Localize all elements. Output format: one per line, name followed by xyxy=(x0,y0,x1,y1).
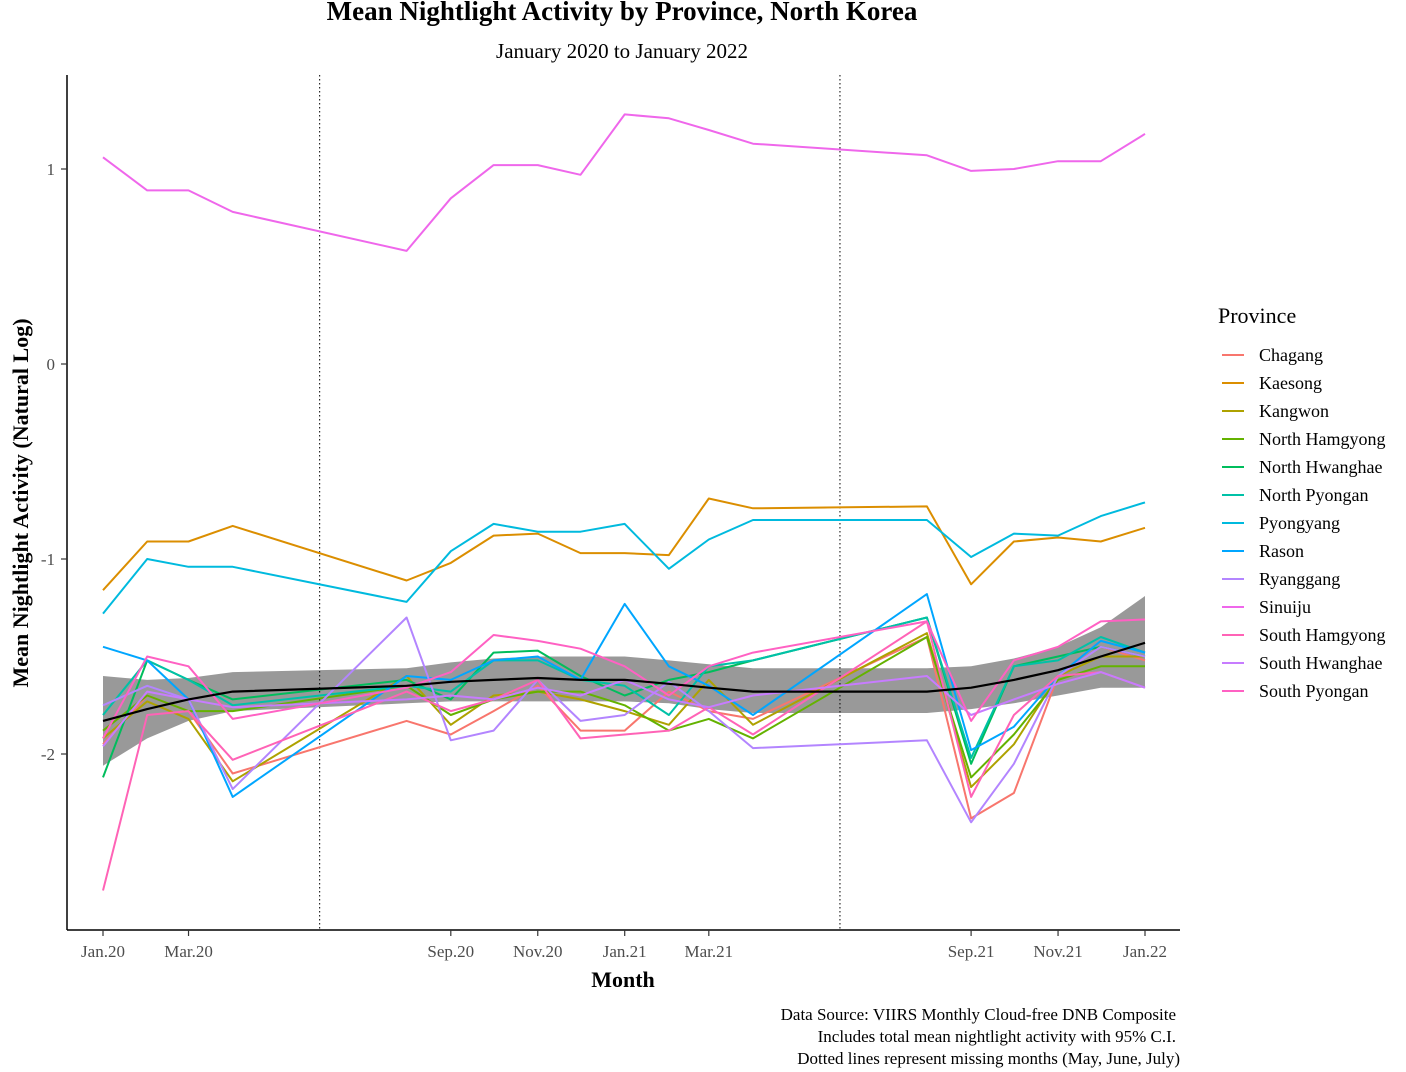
series-line-kangwon xyxy=(102,632,1145,789)
legend-items: Chagang Kaesong Kangwon North Hamgyong North… xyxy=(1222,345,1386,701)
legend-label-north-hwanghae: North Hwanghae xyxy=(1259,457,1382,477)
y-axis-title: Mean Nightlight Activity (Natural Log) xyxy=(8,318,33,687)
x-tick-label: Sep.21 xyxy=(948,942,995,961)
x-tick-label: Jan.21 xyxy=(603,942,647,961)
legend-label-north-pyongan: North Pyongan xyxy=(1259,485,1369,505)
legend-label-south-hwanghae: South Hwanghae xyxy=(1259,653,1382,673)
legend-label-kaesong: Kaesong xyxy=(1259,373,1322,393)
legend-title: Province xyxy=(1218,303,1296,328)
legend-label-rason: Rason xyxy=(1259,541,1304,561)
series-line-rason xyxy=(102,593,1146,798)
x-ticks: Jan.20 Mar.20 Sep.20 Nov.20 Jan.21 Mar.21 Sep.… xyxy=(81,930,1167,961)
caption-line-2: Includes total mean nightlight activity … xyxy=(818,1027,1176,1046)
x-tick-label: Jan.20 xyxy=(81,942,125,961)
caption: Data Source: VIIRS Monthly Cloud-free DN… xyxy=(781,1005,1180,1068)
x-tick-label: Nov.20 xyxy=(513,942,562,961)
series-line-south-pyongan xyxy=(102,618,1146,739)
legend-label-sinuiju: Sinuiju xyxy=(1259,597,1311,617)
series-line-chagang xyxy=(102,636,1146,820)
legend-label-south-pyongan: South Pyongan xyxy=(1259,681,1369,701)
x-tick-label: Nov.21 xyxy=(1033,942,1082,961)
legend-label-pyongyang: Pyongyang xyxy=(1259,513,1340,533)
series-line-ryanggang xyxy=(102,616,1146,824)
y-tick-label: -2 xyxy=(41,745,55,764)
legend: Province Chagang Kaesong Kangwon North Hamg… xyxy=(1218,303,1386,701)
series-line-south-hamgyong xyxy=(102,620,1146,891)
legend-label-ryanggang: Ryanggang xyxy=(1259,569,1340,589)
x-tick-label: Sep.20 xyxy=(427,942,474,961)
caption-line-1: Data Source: VIIRS Monthly Cloud-free DN… xyxy=(781,1005,1176,1024)
trend-layer xyxy=(102,641,1146,722)
legend-label-chagang: Chagang xyxy=(1259,345,1323,365)
series-line-north-hamgyong xyxy=(102,636,1145,779)
series-line-sinuiju xyxy=(102,113,1146,252)
chart-subtitle: January 2020 to January 2022 xyxy=(496,39,748,63)
legend-label-south-hamgyong: South Hamgyong xyxy=(1259,625,1386,645)
y-tick-label: 1 xyxy=(47,160,56,179)
x-tick-label: Mar.21 xyxy=(684,942,733,961)
trend-line xyxy=(102,641,1146,722)
legend-label-kangwon: Kangwon xyxy=(1259,401,1329,421)
series-line-kaesong xyxy=(102,497,1146,591)
plot-area xyxy=(102,75,1146,930)
y-tick-label: -1 xyxy=(41,550,55,569)
series-line-north-pyongan xyxy=(102,616,1146,759)
caption-line-3: Dotted lines represent missing months (M… xyxy=(797,1049,1180,1068)
series-layer xyxy=(102,113,1146,891)
x-tick-label: Mar.20 xyxy=(164,942,213,961)
y-ticks: 1 0 -1 -2 xyxy=(41,160,67,764)
series-line-pyongyang xyxy=(102,501,1146,615)
x-tick-label: Jan.22 xyxy=(1123,942,1167,961)
x-axis-title: Month xyxy=(591,967,655,992)
missing-month-lines xyxy=(319,75,841,930)
legend-label-north-hamgyong: North Hamgyong xyxy=(1259,429,1385,449)
chart-title: Mean Nightlight Activity by Province, No… xyxy=(327,0,918,26)
y-tick-label: 0 xyxy=(47,355,56,374)
